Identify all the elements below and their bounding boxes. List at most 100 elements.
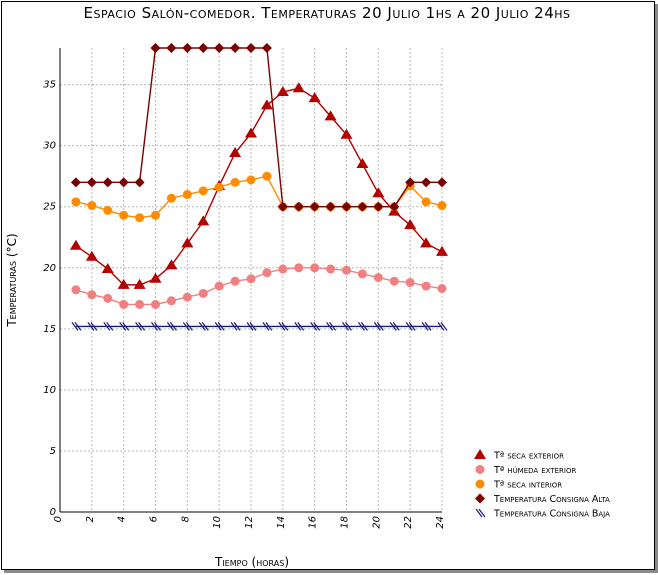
data-point [86,177,97,188]
x-tick-label: 20 [371,516,382,529]
y-tick-label: 25 [43,202,56,213]
series-line [75,267,443,306]
series-1 [71,263,447,309]
data-point [342,265,351,275]
y-tick-label: 10 [43,385,56,396]
data-point [214,43,225,53]
data-point [134,177,145,188]
data-point [373,273,383,283]
data-point [437,201,447,211]
data-point [70,177,81,188]
data-point [277,201,288,212]
x-tick-label: 14 [276,516,287,529]
data-point [308,92,321,103]
data-point [149,272,162,283]
x-tick-label: 6 [149,516,160,522]
data-point [71,197,81,207]
data-point [71,285,81,295]
data-point [182,292,192,302]
data-point [181,237,194,248]
legend-marker [475,465,485,474]
data-point [246,322,257,331]
data-point [182,190,192,200]
x-tick-label: 4 [117,516,128,522]
legend-marker [475,479,485,489]
data-point [230,322,241,331]
data-point [245,127,257,138]
y-tick-label: 30 [43,141,56,152]
data-point [151,299,160,309]
data-point [325,201,336,212]
data-point [342,322,352,331]
x-tick-label: 2 [85,516,96,522]
data-point [437,322,448,331]
data-point [230,276,240,286]
x-tick-label: 0 [53,516,64,522]
data-point [421,281,431,291]
data-point [166,193,176,203]
data-point [372,187,385,198]
data-point [166,296,176,306]
legend-label: Tª húmeda exterior [493,465,576,476]
data-point [151,210,160,220]
data-point [276,85,289,96]
data-point [260,99,273,110]
data-point [356,158,369,168]
data-point [198,288,208,298]
series-line [75,47,442,208]
data-point [166,43,177,53]
data-point [85,250,98,261]
data-point [87,322,98,331]
x-tick-label: 12 [244,516,255,529]
data-point [246,274,256,284]
y-axis-title: Temperaturas (°C) [5,233,19,327]
data-point [340,128,353,139]
data-point [135,322,146,331]
x-tick-label: 18 [340,516,351,529]
data-point [309,201,320,212]
data-point [150,43,161,53]
data-point [389,322,400,331]
data-point [117,278,130,289]
data-point [294,322,305,331]
data-point [182,43,193,53]
x-tick-label: 16 [308,516,319,529]
data-point [103,322,114,331]
legend-label: Tª seca interior [493,480,562,491]
y-tick-label: 35 [43,80,56,91]
data-point [421,197,431,207]
x-axis-title: Tiempo (horas) [214,555,289,569]
data-point [326,264,336,274]
legend-marker [474,449,486,459]
data-point [405,177,416,188]
data-point [214,281,224,291]
data-point [197,215,210,226]
data-point [405,277,415,287]
data-point [133,278,146,289]
data-point [341,201,352,212]
data-point [262,268,272,278]
series-4 [71,322,448,331]
data-point [437,284,447,294]
data-point [278,322,289,331]
data-point [135,213,145,223]
legend-label: Temperatura Consigna Baja [493,509,610,520]
data-point [198,322,209,331]
data-point [87,290,97,300]
data-point [101,263,114,274]
data-point [246,43,256,53]
x-tick-label: 10 [212,516,223,529]
data-point [214,322,225,331]
data-point [230,177,240,187]
data-point [118,177,129,188]
data-point [103,205,113,215]
legend-label: Temperatura Consigna Alta [493,494,610,505]
legend: Tª seca exterior Tª húmeda exterior Tª sec… [474,449,610,520]
data-point [294,263,304,273]
data-point [420,237,433,248]
series-line [75,87,443,286]
data-point [357,269,367,279]
data-point [310,322,321,331]
data-point [373,201,384,212]
